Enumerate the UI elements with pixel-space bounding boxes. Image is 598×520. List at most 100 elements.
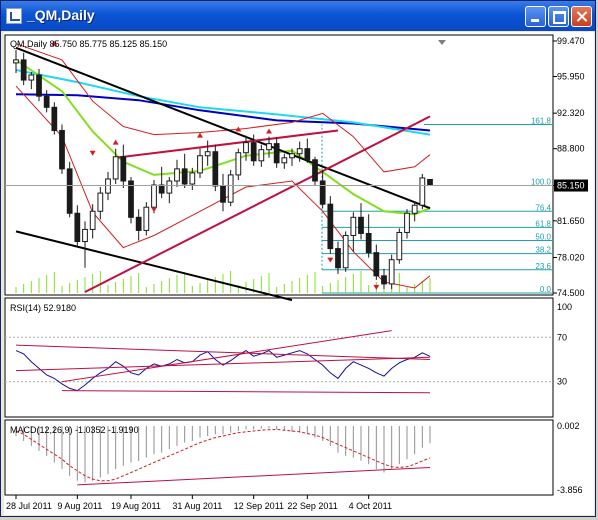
price-panel-header: QM,Daily 85.750 85.775 85.125 85.150: [10, 39, 167, 49]
candle-body: [250, 142, 257, 162]
candle-body: [404, 212, 410, 233]
candle-body: [66, 168, 73, 214]
candle-body: [373, 252, 380, 277]
x-tick-label: 9 Aug 2011: [57, 501, 102, 511]
candle-body: [143, 206, 150, 231]
candle-body: [388, 259, 395, 285]
candle-body: [350, 216, 357, 236]
candle-body: [181, 168, 188, 185]
price-tick-label: 99.470: [557, 36, 585, 46]
minimize-button[interactable]: [525, 6, 546, 27]
macd-signal-line: [15, 428, 431, 482]
candle-body: [105, 178, 111, 194]
chart-svg[interactable]: 161.8 100.0 76.4 61.8 50.0 38.2 23.6 0.0 99.470…: [4, 32, 594, 515]
scroll-marker-icon[interactable]: [438, 40, 446, 45]
ma-cyan-line: [15, 69, 431, 136]
chart-app-icon: [6, 8, 22, 24]
fractal-arrow-icon: [327, 257, 334, 263]
fractal-arrow-icon: [197, 132, 203, 138]
axis-layer: 99.470 95.950 92.320 88.800 81.650 78.020 74.5…: [6, 36, 588, 511]
candle-body: [358, 216, 364, 234]
fib-level-label: 50.0: [535, 233, 551, 242]
bollinger-upper: [15, 43, 431, 173]
candle-body: [135, 216, 142, 231]
fractal-arrow-icon: [89, 150, 96, 156]
candle-body: [381, 275, 387, 285]
price-tick-label: 95.950: [557, 72, 585, 82]
window-title: _QM,Daily: [27, 7, 95, 23]
candle-body: [312, 159, 318, 182]
macd-tick-label: 0.002: [557, 421, 580, 431]
candle-body: [289, 153, 295, 159]
x-tick-label: 28 Jul 2011: [6, 501, 52, 511]
rsi-trend-line-b: [15, 344, 431, 360]
trend-line-red-rising: [84, 115, 431, 293]
candle-body: [59, 130, 65, 170]
candle-body: [13, 59, 19, 64]
candle-body: [112, 156, 119, 180]
chart-area[interactable]: 161.8 100.0 76.4 61.8 50.0 38.2 23.6 0.0 99.470…: [4, 32, 594, 515]
x-tick-label: 4 Oct 2011: [349, 501, 392, 511]
rsi-tick-label: 70: [557, 332, 567, 342]
candle-body: [296, 148, 303, 155]
ma-blue-line: [15, 93, 431, 132]
price-tick-label: 92.320: [557, 108, 585, 118]
macd-panel-header: MACD(12,26,9) -1.0352 -1.9190: [10, 425, 139, 435]
price-tick-label: 81.650: [557, 216, 585, 226]
candle-body: [266, 143, 272, 151]
title-bar[interactable]: _QM,Daily: [1, 1, 595, 31]
candle-body: [197, 155, 203, 174]
candle-body: [120, 156, 127, 182]
x-tick-label: 31 Aug 2011: [172, 501, 222, 511]
candle-body: [128, 180, 134, 218]
price-tick-label: 78.020: [557, 252, 585, 262]
rsi-panel-header: RSI(14) 52.9180: [10, 303, 76, 313]
fib-level-label: 38.2: [535, 246, 551, 255]
fractal-arrow-icon: [266, 128, 272, 134]
fib-level-label: 76.4: [535, 203, 551, 212]
candle-body: [20, 59, 27, 81]
close-button[interactable]: [571, 6, 592, 27]
price-layer: 161.8 100.0 76.4 61.8 50.0 38.2 23.6 0.0: [5, 40, 553, 302]
candle-body: [97, 192, 104, 212]
candle-body: [220, 185, 226, 203]
trend-line-upper: [15, 46, 431, 210]
fractal-arrow-icon: [235, 126, 242, 132]
rsi-line: [15, 350, 431, 392]
x-tick-label: 12 Sep 2011: [234, 501, 284, 511]
rsi-layer: [5, 330, 553, 394]
rsi-trend-line-a: [15, 356, 431, 372]
candle-body: [335, 248, 341, 269]
candle-body: [43, 95, 50, 108]
trend-line-red-channel: [115, 129, 339, 159]
candle-body: [82, 228, 88, 243]
candle-body: [258, 149, 265, 162]
rsi-tick-label: 100: [557, 302, 572, 312]
candle-body: [365, 232, 372, 254]
candle-body: [304, 148, 311, 161]
rsi-trend-line-d: [61, 390, 431, 394]
candle-body: [411, 204, 418, 214]
candle-body: [28, 74, 35, 81]
fractal-arrow-icon: [112, 139, 119, 145]
macd-trend-line: [77, 467, 431, 486]
candle-body: [281, 157, 288, 164]
candle-body: [74, 212, 81, 243]
fib-level-label: 161.8: [531, 116, 552, 125]
fractal-arrow-icon: [373, 284, 380, 290]
candle-body: [204, 151, 211, 157]
fib-level-label: 23.6: [535, 262, 551, 271]
candle-body: [273, 143, 280, 164]
macd-tick-label: -3.856: [557, 485, 583, 495]
candle-body: [36, 74, 42, 97]
macd-layer: [15, 426, 431, 486]
candle-body: [151, 184, 157, 208]
candle-body: [342, 234, 349, 269]
rsi-panel-frame: [4, 297, 554, 418]
maximize-button[interactable]: [548, 6, 569, 27]
fractal-arrow-icon: [151, 207, 157, 213]
candle-body: [419, 177, 426, 206]
trend-line-lower: [15, 230, 293, 302]
price-tick-label: 74.500: [557, 288, 585, 298]
candle-body: [327, 203, 334, 250]
